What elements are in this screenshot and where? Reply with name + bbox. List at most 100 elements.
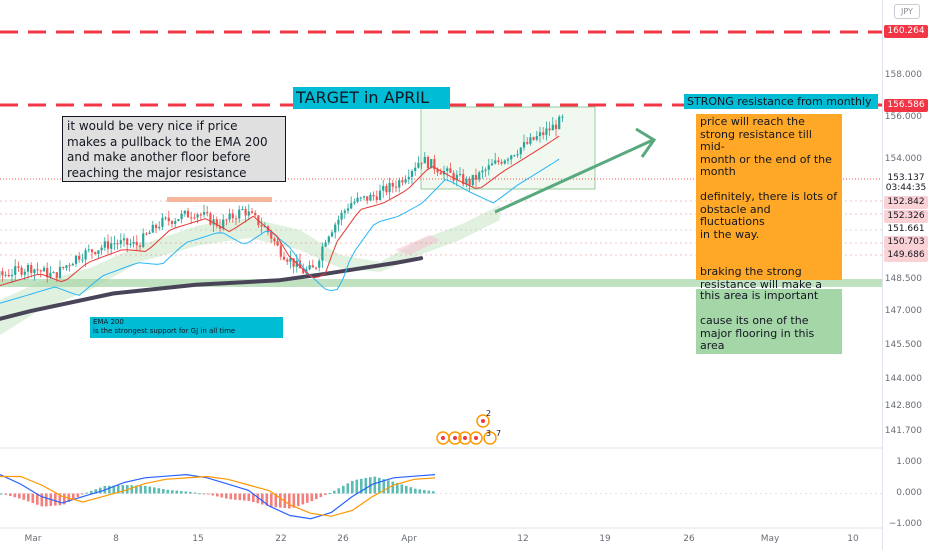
candle-body xyxy=(404,179,407,183)
candle-body xyxy=(94,252,97,254)
osc-histogram-bar xyxy=(378,477,381,494)
osc-histogram-bar xyxy=(45,493,48,507)
price-tick-label: 156.000 xyxy=(884,112,922,122)
osc-histogram-bar xyxy=(36,493,39,505)
candle-body xyxy=(314,267,318,269)
candle-body xyxy=(394,186,398,188)
date-tick-label: May xyxy=(760,534,780,544)
osc-histogram-bar xyxy=(328,492,332,494)
ma-line-red xyxy=(0,135,560,287)
candle-body xyxy=(135,241,138,246)
candle-body xyxy=(452,172,455,181)
candle-body xyxy=(362,196,366,198)
event-marker xyxy=(441,436,445,440)
candle-body xyxy=(375,196,378,200)
osc-histogram-bar xyxy=(85,492,89,494)
candle-body xyxy=(190,217,193,219)
date-tick-label: 15 xyxy=(192,534,204,544)
candle-body xyxy=(186,210,190,218)
osc-histogram-bar xyxy=(9,493,12,496)
candle-body xyxy=(273,238,276,242)
osc-histogram-bar xyxy=(387,480,390,494)
candle-body xyxy=(510,155,513,160)
price-tick-label: 141.700 xyxy=(884,426,922,436)
support-area-note[interactable]: this area is important cause its one of … xyxy=(696,289,842,354)
price-tag: 153.137 xyxy=(884,172,928,185)
candle-body xyxy=(532,137,535,140)
osc-histogram-bar xyxy=(391,481,395,494)
candle-body xyxy=(129,243,132,245)
support-zone xyxy=(0,279,882,287)
event-markers: 2 3 7 xyxy=(436,409,501,445)
ema200-note[interactable]: EMA 200 is the strongest support for GJ … xyxy=(90,317,283,338)
osc-histogram-bar xyxy=(63,493,66,505)
osc-histogram-bar xyxy=(265,493,269,506)
candle-body xyxy=(26,265,30,272)
candle-body xyxy=(138,245,142,247)
osc-histogram-bar xyxy=(292,493,296,508)
osc-histogram-bar xyxy=(261,493,264,505)
candle-body xyxy=(337,219,340,225)
candle-body xyxy=(74,255,78,264)
candle-body xyxy=(14,266,17,275)
candle-body xyxy=(433,159,436,170)
price-tag: 03:44:35 xyxy=(884,182,928,195)
event-marker xyxy=(453,436,457,440)
osc-histogram-bar xyxy=(342,485,345,494)
candle-body xyxy=(113,243,116,245)
oscillator-tick-label: 0.000 xyxy=(896,488,922,498)
candle-body xyxy=(110,243,113,249)
candle-body xyxy=(298,260,302,269)
osc-histogram-bar xyxy=(27,493,30,502)
candle-body xyxy=(558,116,561,130)
moving-averages xyxy=(0,135,560,321)
osc-histogram-bar xyxy=(175,490,179,494)
event-marker xyxy=(458,431,472,445)
osc-histogram-bar xyxy=(409,487,413,494)
candle-body xyxy=(526,141,529,144)
candle-body xyxy=(81,259,84,261)
pullback-note[interactable]: it would be very nice if price makes a p… xyxy=(62,116,286,182)
price-tag: 156.586 xyxy=(884,99,928,112)
date-tick-label: 12 xyxy=(517,534,529,544)
candle-body xyxy=(545,128,548,135)
candle-body xyxy=(458,174,462,176)
candle-body xyxy=(161,217,164,227)
price-axis[interactable] xyxy=(882,0,932,550)
candle-body xyxy=(199,214,202,216)
target-label[interactable]: TARGET in APRIL xyxy=(293,87,450,109)
candle-body xyxy=(228,213,231,220)
candle-body xyxy=(548,128,551,131)
osc-histogram-bar xyxy=(90,490,93,494)
osc-histogram-bar xyxy=(346,483,350,494)
osc-histogram-bar xyxy=(40,493,44,507)
candle-body xyxy=(218,226,222,229)
candle-body xyxy=(52,272,55,274)
candle-body xyxy=(174,221,177,224)
price-tick-label: 144.000 xyxy=(884,374,922,384)
ema200-line xyxy=(0,256,424,321)
candle-body xyxy=(513,155,516,157)
candle-body xyxy=(551,124,554,131)
candle-body xyxy=(231,213,234,219)
candle-body xyxy=(388,183,391,193)
candle-body xyxy=(324,242,327,247)
date-tick-label: 19 xyxy=(599,534,611,544)
candle-body xyxy=(263,226,266,228)
candle-body xyxy=(519,147,522,155)
osc-histogram-bar xyxy=(31,493,35,504)
osc-histogram-bar xyxy=(76,493,80,497)
candle-body xyxy=(244,209,247,216)
osc-histogram-bar xyxy=(319,493,323,498)
osc-histogram-bar xyxy=(306,493,309,503)
osc-histogram-bar xyxy=(58,493,62,506)
currency-badge[interactable]: JPY xyxy=(894,4,920,19)
osc-histogram-bar xyxy=(274,493,278,508)
osc-histogram-bar xyxy=(256,493,260,504)
osc-histogram-bar xyxy=(18,493,21,499)
strong-resistance-label[interactable]: STRONG resistance from monthly xyxy=(684,94,878,109)
osc-histogram-bar xyxy=(297,493,300,507)
target-timing-note[interactable]: price will reach the strong resistance t… xyxy=(696,114,842,303)
price-tag: 150.703 xyxy=(884,236,928,249)
price-tick-label: 147.000 xyxy=(884,306,922,316)
